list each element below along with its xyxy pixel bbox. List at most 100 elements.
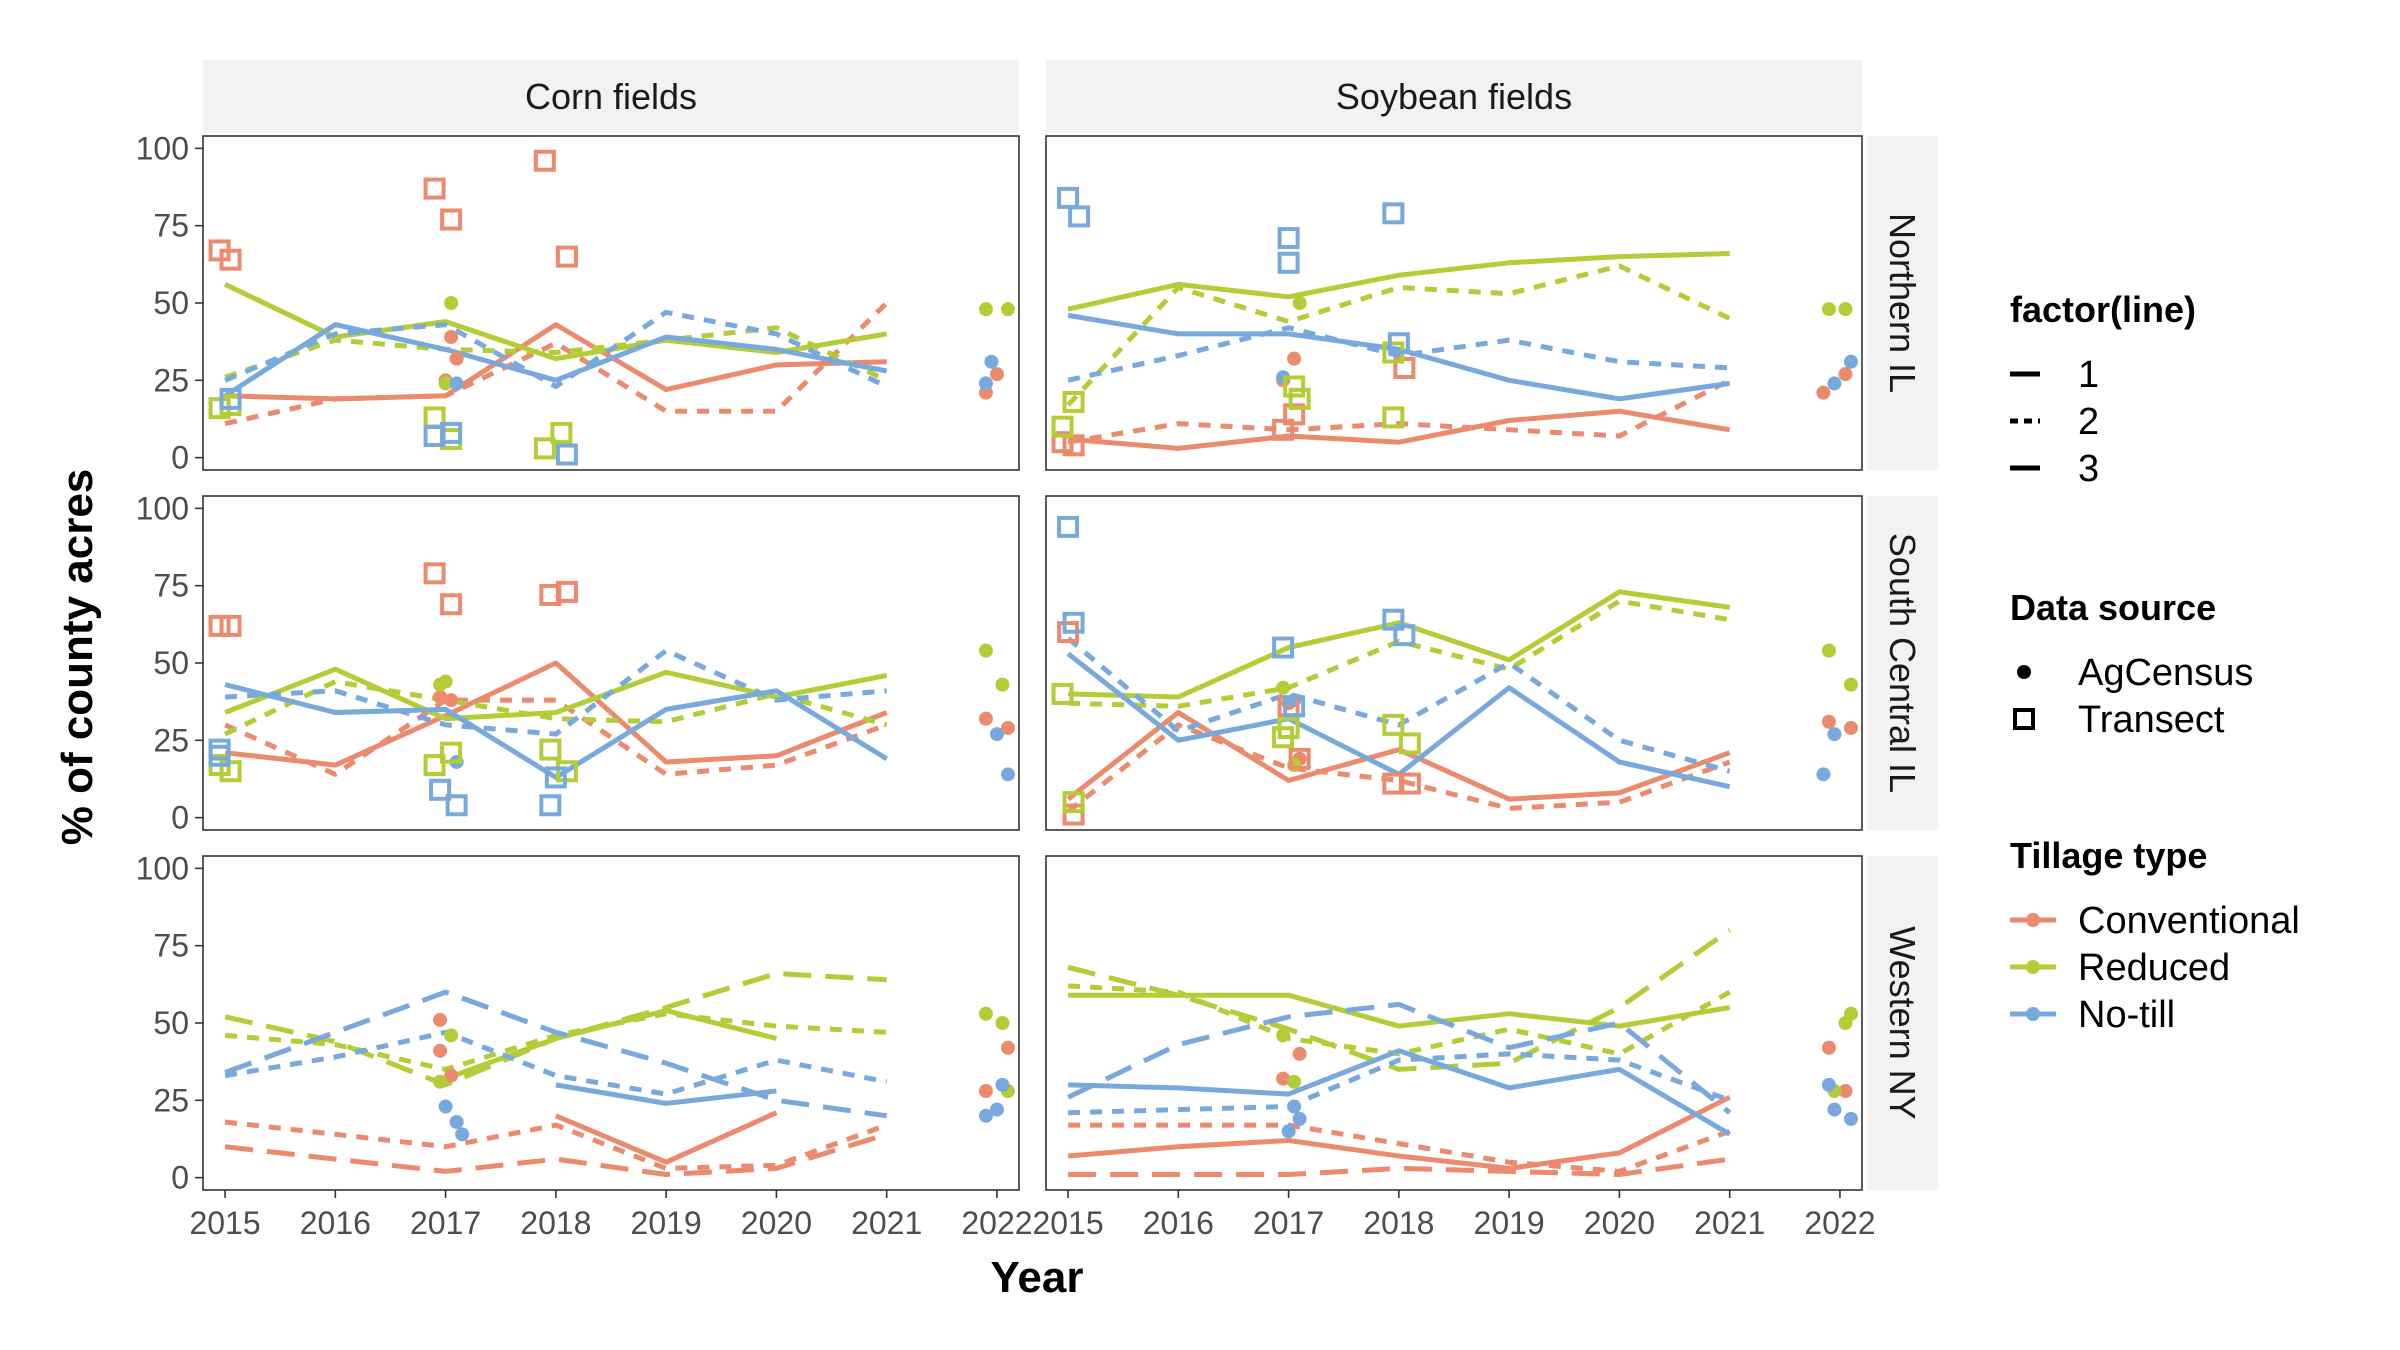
x-tick-label: 2019 bbox=[1474, 1205, 1545, 1241]
point-agcensus-conventional bbox=[444, 693, 459, 708]
point-transect-conventional bbox=[1272, 418, 1295, 441]
series-reduced-line-2 bbox=[224, 1011, 887, 1072]
strip-corn-fields bbox=[203, 60, 1019, 132]
series-reduced-line-1 bbox=[1068, 589, 1731, 700]
point-agcensus-reduced bbox=[978, 1006, 993, 1021]
legend-line-label-3: 3 bbox=[2078, 448, 2099, 490]
point-transect-reduced bbox=[533, 437, 556, 460]
x-axis-ticks: 2015 2016 2017 2018 2019 2020 2021 2022 2015 2016… bbox=[189, 1190, 1876, 1241]
x-tick-label: 2015 bbox=[1032, 1205, 1103, 1241]
point-agcensus-no-till bbox=[978, 1108, 993, 1123]
x-tick-label: 2018 bbox=[520, 1205, 591, 1241]
point-agcensus-reduced bbox=[995, 677, 1010, 692]
point-transect-no-till bbox=[1387, 332, 1410, 355]
point-agcensus-reduced bbox=[1838, 302, 1853, 317]
series-no-till-line-1 bbox=[555, 1082, 777, 1106]
point-agcensus-reduced bbox=[978, 643, 993, 658]
point-agcensus-reduced bbox=[1276, 680, 1291, 695]
point-agcensus-no-till bbox=[1821, 1077, 1836, 1092]
legend-tillage-label-reduced: Reduced bbox=[2078, 947, 2230, 989]
panel-corn-fields-northern-il: 0 25 50 75 100 bbox=[136, 130, 1020, 476]
point-agcensus-no-till bbox=[989, 1102, 1004, 1117]
point-agcensus-conventional bbox=[1000, 1040, 1015, 1055]
point-agcensus-reduced bbox=[1287, 1074, 1302, 1089]
point-agcensus-conventional bbox=[433, 1043, 448, 1058]
point-transect-no-till bbox=[555, 443, 578, 466]
legend-title-source: Data source bbox=[2010, 587, 2216, 628]
point-transect-no-till bbox=[1393, 624, 1416, 647]
point-agcensus-reduced bbox=[1000, 302, 1015, 317]
point-agcensus-no-till bbox=[995, 1077, 1010, 1092]
point-agcensus-conventional bbox=[1838, 367, 1853, 382]
legend-line-label-1: 1 bbox=[2078, 354, 2099, 396]
point-agcensus-conventional bbox=[1821, 1040, 1836, 1055]
point-agcensus-reduced bbox=[433, 1074, 448, 1089]
point-transect-conventional bbox=[1288, 747, 1311, 770]
point-transect-no-till bbox=[1272, 636, 1295, 659]
point-transect-conventional bbox=[423, 177, 446, 200]
point-transect-no-till bbox=[445, 794, 468, 817]
series-reduced-line-1 bbox=[1068, 992, 1731, 1029]
series-reduced-line-2 bbox=[1066, 263, 1731, 407]
point-transect-conventional bbox=[1062, 434, 1085, 457]
y-tick-label: 25 bbox=[153, 722, 189, 758]
point-transect-conventional bbox=[440, 593, 463, 616]
point-agcensus-no-till bbox=[989, 727, 1004, 742]
point-agcensus-reduced bbox=[1821, 302, 1836, 317]
y-tick-label: 75 bbox=[153, 928, 189, 964]
panel-border bbox=[1045, 495, 1863, 831]
strip-western-ny bbox=[1867, 856, 1938, 1190]
point-agcensus-reduced bbox=[1276, 1028, 1291, 1043]
series-no-till-line-2 bbox=[1067, 325, 1730, 383]
y-tick-label: 75 bbox=[153, 568, 189, 604]
series-reduced-line-3 bbox=[1067, 928, 1732, 1072]
y-tick-label: 25 bbox=[153, 1082, 189, 1118]
point-agcensus-conventional bbox=[1843, 720, 1858, 735]
point-transect-reduced bbox=[423, 754, 446, 777]
point-agcensus-no-till bbox=[984, 354, 999, 369]
point-agcensus-conventional bbox=[444, 1068, 459, 1083]
point-transect-conventional bbox=[440, 208, 463, 231]
y-axis-title: % of county acres bbox=[53, 469, 102, 846]
point-transect-reduced bbox=[550, 421, 573, 444]
point-agcensus-conventional bbox=[1287, 351, 1302, 366]
point-agcensus-reduced bbox=[978, 302, 993, 317]
point-agcensus-reduced bbox=[438, 674, 453, 689]
panel-border bbox=[202, 495, 1020, 831]
point-transect-conventional bbox=[1283, 403, 1306, 426]
legend-tillage-key-point-reduced bbox=[2026, 960, 2040, 974]
point-agcensus-conventional bbox=[978, 711, 993, 726]
series-no-till-line-2 bbox=[224, 1029, 888, 1097]
point-agcensus-conventional bbox=[989, 367, 1004, 382]
y-tick-label: 100 bbox=[136, 490, 189, 526]
y-tick-label: 50 bbox=[153, 645, 189, 681]
y-tick-label: 0 bbox=[171, 800, 189, 836]
point-agcensus-no-till bbox=[1827, 376, 1842, 391]
point-transect-reduced bbox=[1062, 390, 1085, 413]
point-agcensus-no-till bbox=[1816, 767, 1831, 782]
x-tick-label: 2022 bbox=[961, 1205, 1032, 1241]
point-agcensus-conventional bbox=[1000, 720, 1015, 735]
series-conventional-line-1 bbox=[224, 660, 888, 768]
series-no-till-line-2 bbox=[224, 648, 887, 737]
point-transect-conventional bbox=[219, 614, 242, 637]
series-conventional-line-3 bbox=[224, 1131, 888, 1177]
point-transect-reduced bbox=[440, 741, 463, 764]
point-transect-reduced bbox=[1398, 732, 1421, 755]
point-transect-conventional bbox=[1051, 431, 1074, 454]
point-transect-conventional bbox=[1062, 803, 1085, 826]
y-tick-label: 100 bbox=[136, 850, 189, 886]
point-agcensus-no-till bbox=[1827, 727, 1842, 742]
point-transect-conventional bbox=[423, 562, 446, 585]
legend-title-tillage: Tillage type bbox=[2010, 835, 2207, 876]
series-no-till-line-3 bbox=[1067, 1001, 1732, 1115]
legend: factor(line) 1 2 3 Data source AgCensus Transe… bbox=[2010, 289, 2300, 1036]
point-agcensus-reduced bbox=[1821, 643, 1836, 658]
strip-label-northern-il: Northern IL bbox=[1882, 213, 1923, 393]
series-conventional-line-2 bbox=[1068, 1122, 1731, 1174]
series-conventional-line-2 bbox=[224, 301, 889, 427]
point-agcensus-no-till bbox=[449, 1114, 464, 1129]
series-conventional-line-1 bbox=[1067, 408, 1731, 451]
strip-label-soybean-fields: Soybean fields bbox=[1336, 76, 1572, 117]
